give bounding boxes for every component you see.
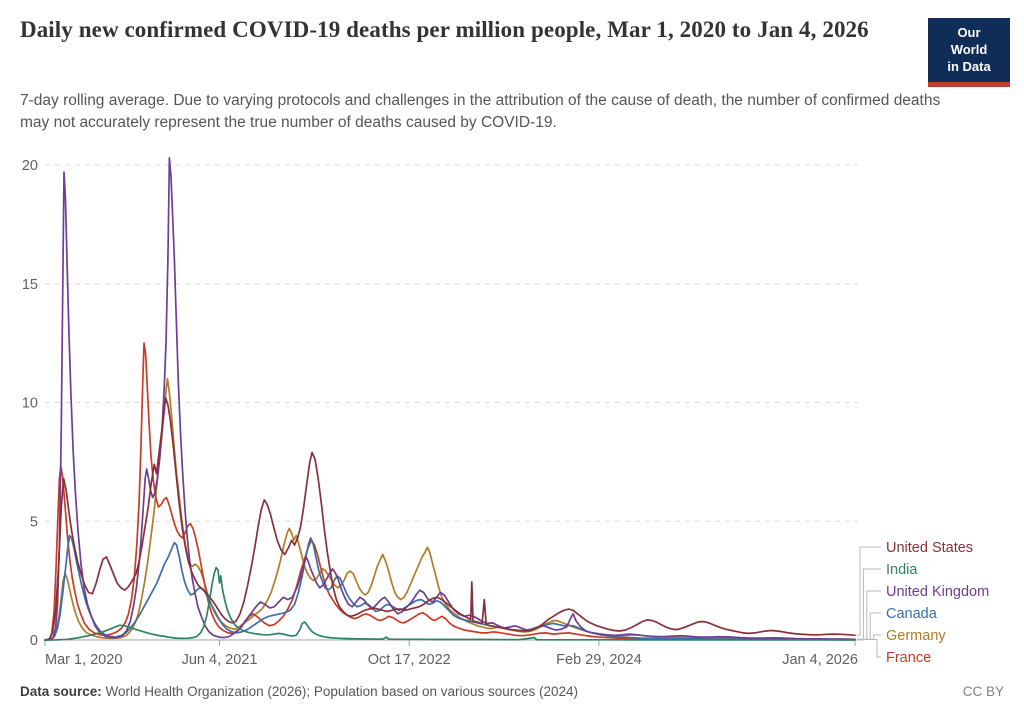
chart-title: Daily new confirmed COVID-19 deaths per … [20,17,869,42]
y-tick-label-20: 20 [22,158,38,174]
x-tick-label: Mar 1, 2020 [45,652,122,668]
legend-connector-india [857,568,881,641]
chart-area: 0 5 10 15 20 Mar 1, 2020 Jun 4, 2021 Oct 17, 20… [0,140,1024,675]
legend-label-germany[interactable]: Germany [886,628,946,644]
legend-label-france[interactable]: France [886,650,931,666]
legend-label-canada[interactable]: Canada [886,606,938,622]
legend-label-india[interactable]: India [886,562,918,578]
x-tick-label: Jan 4, 2026 [782,652,858,668]
line-chart-svg: 0 5 10 15 20 Mar 1, 2020 Jun 4, 2021 Oct 17, 20… [22,157,989,668]
y-tick-label-5: 5 [30,514,38,530]
series-line-united-states[interactable] [44,396,856,641]
data-source-label: Data source: [20,684,102,699]
owid-logo-line1: Our World [950,25,988,57]
legend-label-united-kingdom[interactable]: United Kingdom [886,584,989,600]
legend-connector-united-states [857,546,881,636]
series-line-united-kingdom[interactable] [44,157,856,641]
owid-logo[interactable]: Our World in Data [928,18,1010,87]
series-line-france[interactable] [44,342,856,641]
y-tick-label-15: 15 [22,277,38,293]
legend-connector-france [857,639,881,658]
legend-connector-germany [857,634,881,640]
x-tick-label: Jun 4, 2021 [182,652,258,668]
series-line-india[interactable] [44,566,856,641]
x-tick-label: Oct 17, 2022 [368,652,451,668]
owid-logo-line2: in Data [947,58,991,74]
data-source-text: World Health Organization (2026); Popula… [101,684,579,699]
legend-connector-canada [857,612,881,640]
license-badge[interactable]: CC BY [962,684,1004,699]
legend-label-united-states[interactable]: United States [886,540,973,556]
series-line-germany[interactable] [44,377,856,641]
legend-connector-united-kingdom [857,590,881,640]
y-tick-label-0: 0 [30,633,38,649]
y-tick-label-10: 10 [22,396,38,412]
chart-subtitle: 7-day rolling average. Due to varying pr… [20,92,941,131]
data-source-note: Data source: World Health Organization (… [20,684,578,699]
x-tick-label: Feb 29, 2024 [556,652,641,668]
